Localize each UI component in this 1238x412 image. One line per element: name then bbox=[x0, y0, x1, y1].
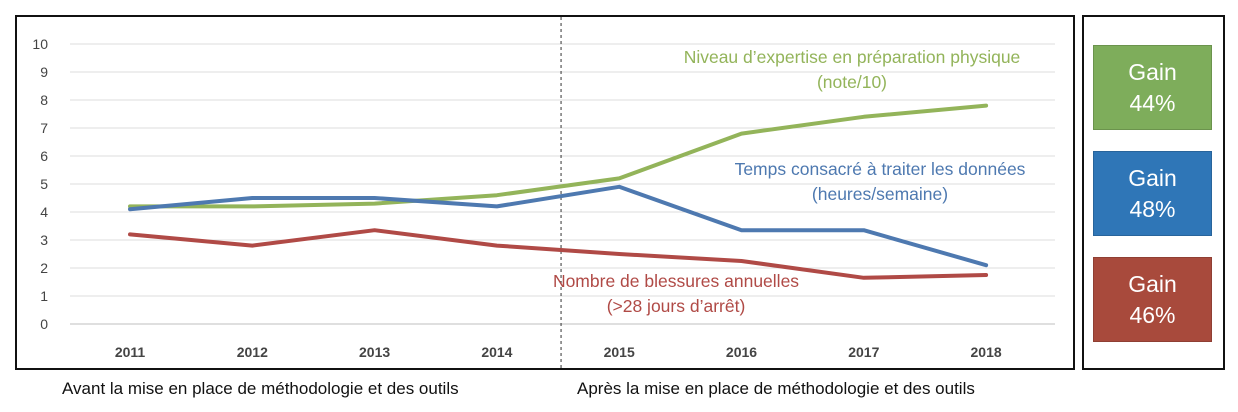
series-label-2: Temps consacré à traiter les données bbox=[735, 159, 1026, 179]
chart-frame bbox=[15, 15, 1075, 370]
series-label-3: Nombre de blessures annuelles bbox=[553, 271, 799, 291]
series-label-3: (>28 jours d’arrêt) bbox=[607, 296, 746, 316]
y-tick-label: 6 bbox=[40, 148, 48, 164]
caption-after: Après la mise en place de méthodologie e… bbox=[577, 379, 975, 398]
y-tick-label: 8 bbox=[40, 92, 48, 108]
gain-value: 44% bbox=[1129, 89, 1176, 116]
y-tick-label: 2 bbox=[40, 260, 48, 276]
series-line-1 bbox=[128, 103, 989, 209]
x-tick-label: 2018 bbox=[971, 344, 1002, 360]
gridlines bbox=[70, 17, 1055, 370]
caption-before: Avant la mise en place de méthodologie e… bbox=[62, 379, 459, 398]
x-tick-label: 2013 bbox=[359, 344, 390, 360]
series-label-1: Niveau d’expertise en préparation physiq… bbox=[684, 47, 1021, 67]
gain-label: Gain bbox=[1128, 270, 1177, 297]
y-tick-label: 0 bbox=[40, 316, 48, 332]
x-axis-ticks: 2011 2012 2013 2014 2015 2016 2017 2018 bbox=[115, 344, 1002, 360]
series-line-2 bbox=[128, 184, 989, 268]
y-axis-ticks: 0 1 2 3 4 5 6 7 8 9 10 bbox=[32, 36, 48, 332]
y-tick-label: 7 bbox=[40, 120, 48, 136]
series-lines bbox=[128, 103, 989, 280]
gain-label: Gain bbox=[1128, 58, 1177, 85]
x-tick-label: 2015 bbox=[604, 344, 635, 360]
series-label-2: (heures/semaine) bbox=[812, 184, 948, 204]
series-line-3 bbox=[128, 228, 989, 280]
y-tick-label: 3 bbox=[40, 232, 48, 248]
gain-box-data-time: Gain 48% bbox=[1093, 151, 1212, 236]
y-tick-label: 1 bbox=[40, 288, 48, 304]
y-tick-label: 5 bbox=[40, 176, 48, 192]
series-labels: Niveau d’expertise en préparation physiq… bbox=[553, 47, 1026, 316]
gain-box-injuries: Gain 46% bbox=[1093, 257, 1212, 342]
x-tick-label: 2014 bbox=[481, 344, 512, 360]
gain-value: 48% bbox=[1129, 195, 1176, 222]
y-tick-label: 4 bbox=[40, 204, 48, 220]
gain-value: 46% bbox=[1129, 301, 1176, 328]
x-tick-label: 2017 bbox=[848, 344, 879, 360]
series-label-1: (note/10) bbox=[817, 72, 887, 92]
gain-panel bbox=[1082, 15, 1225, 370]
gain-box-expertise: Gain 44% bbox=[1093, 45, 1212, 130]
gain-label: Gain bbox=[1128, 164, 1177, 191]
y-tick-label: 10 bbox=[32, 36, 48, 52]
x-tick-label: 2016 bbox=[726, 344, 757, 360]
y-tick-label: 9 bbox=[40, 64, 48, 80]
x-tick-label: 2012 bbox=[237, 344, 268, 360]
x-tick-label: 2011 bbox=[115, 344, 146, 360]
